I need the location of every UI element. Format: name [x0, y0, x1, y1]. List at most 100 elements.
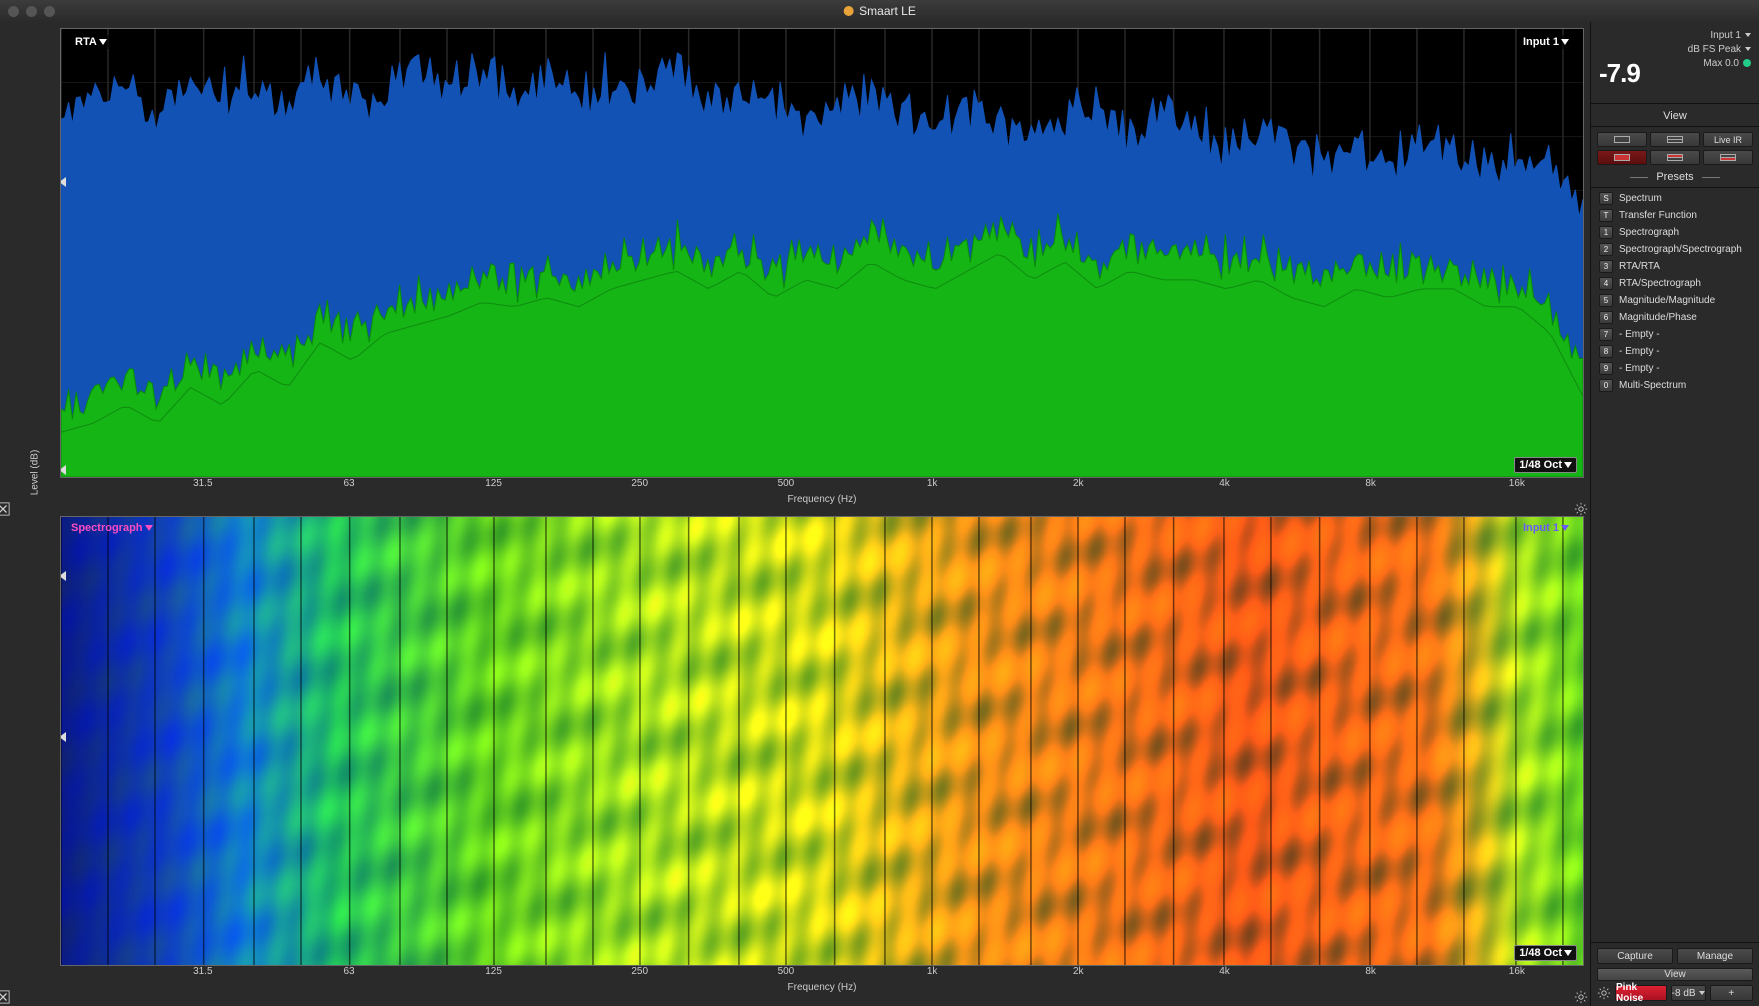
chevron-down-icon	[1745, 47, 1751, 51]
preset-item[interactable]: 0Multi-Spectrum	[1591, 377, 1759, 394]
preset-label: - Empty -	[1619, 346, 1660, 357]
rta-plot-type-dropdown[interactable]: RTA	[71, 35, 111, 49]
sidebar-footer: Capture Manage View Pink Noise -8 dB +	[1591, 942, 1759, 1006]
xtick: 31.5	[193, 478, 212, 489]
chevron-down-icon	[1561, 525, 1569, 531]
rta-resolution-dropdown[interactable]: 1/48 Oct	[1514, 457, 1577, 473]
close-window-icon[interactable]	[8, 6, 19, 17]
spec-input-dropdown[interactable]: Input 1	[1519, 521, 1573, 535]
preset-label: RTA/Spectrograph	[1619, 278, 1701, 289]
spectrograph-plot[interactable]: Spectrograph Input 1 1/48 Oct	[60, 516, 1584, 966]
signal-indicator-icon	[1743, 59, 1751, 67]
preset-label: Spectrograph/Spectrograph	[1619, 244, 1742, 255]
zoom-window-icon[interactable]	[44, 6, 55, 17]
close-plot-icon[interactable]	[0, 990, 10, 1004]
preset-label: Spectrograph	[1619, 227, 1679, 238]
spec-plot-type-dropdown[interactable]: Spectrograph	[67, 521, 157, 535]
gear-icon[interactable]	[1574, 990, 1588, 1004]
preset-item[interactable]: 6Magnitude/Phase	[1591, 309, 1759, 326]
xtick: 125	[485, 478, 502, 489]
preset-key-badge: 5	[1599, 294, 1613, 307]
xtick: 250	[631, 478, 648, 489]
minimize-window-icon[interactable]	[26, 6, 37, 17]
preset-key-badge: 9	[1599, 362, 1613, 375]
preset-item[interactable]: 5Magnitude/Magnitude	[1591, 292, 1759, 309]
layout-single-button[interactable]	[1597, 132, 1647, 147]
layout-split-button[interactable]	[1650, 132, 1700, 147]
xtick: 16k	[1509, 966, 1525, 977]
xtick: 250	[631, 966, 648, 977]
rta-plot[interactable]: -12-24-36-48-60-72-84-96 RTA Input 1 1/4…	[60, 28, 1584, 478]
chevron-down-icon	[1699, 991, 1705, 995]
preset-key-badge: 7	[1599, 328, 1613, 341]
preset-item[interactable]: S Spectrum	[1591, 190, 1759, 207]
preset-key-badge: 4	[1599, 277, 1613, 290]
xtick: 1k	[927, 966, 938, 977]
preset-item[interactable]: 2 Spectrograph/Spectrograph	[1591, 241, 1759, 258]
layout-red-bottom-button[interactable]	[1703, 150, 1753, 165]
chevron-down-icon	[145, 525, 153, 531]
preset-key-badge: 2	[1599, 243, 1613, 256]
spec-resolution-dropdown[interactable]: 1/48 Oct	[1514, 945, 1577, 961]
close-plot-icon[interactable]	[0, 502, 10, 516]
preset-item[interactable]: 1Spectrograph	[1591, 224, 1759, 241]
gear-icon[interactable]	[1574, 502, 1588, 516]
preset-item[interactable]: 9- Empty -	[1591, 360, 1759, 377]
rta-input-dropdown[interactable]: Input 1	[1519, 35, 1573, 49]
xtick: 2k	[1073, 966, 1084, 977]
meter-mode-select[interactable]: dB FS Peak	[1599, 42, 1751, 56]
rta-chart-svg	[61, 29, 1583, 477]
preset-item[interactable]: 3RTA/RTA	[1591, 258, 1759, 275]
xtick: 8k	[1365, 478, 1376, 489]
view-button[interactable]: View	[1597, 968, 1753, 981]
capture-button[interactable]: Capture	[1597, 948, 1673, 964]
title-bar: Smaart LE	[0, 0, 1759, 22]
app-icon	[843, 6, 853, 16]
rta-panel: Level (dB) -12-24-36-48-60-72-84-96 RTA …	[10, 28, 1584, 512]
manage-button[interactable]: Manage	[1677, 948, 1753, 964]
xtick: 1k	[927, 478, 938, 489]
spectrograph-panel: Spectrograph Input 1 1/48 Oct 31.5631252…	[10, 516, 1584, 1000]
add-button[interactable]: +	[1710, 985, 1753, 1001]
xtick: 8k	[1365, 966, 1376, 977]
preset-label: Spectrum	[1619, 193, 1662, 204]
xtick: 500	[778, 478, 795, 489]
spec-marker-a-icon[interactable]	[60, 571, 66, 581]
layout-red-full-button[interactable]	[1597, 150, 1647, 165]
xtick: 4k	[1219, 478, 1230, 489]
gain-select[interactable]: -8 dB	[1671, 985, 1706, 1001]
preset-item[interactable]: 7 - Empty -	[1591, 326, 1759, 343]
xtick: 125	[485, 966, 502, 977]
gear-icon[interactable]	[1597, 986, 1611, 1000]
preset-item[interactable]: 4 RTA/Spectrograph	[1591, 275, 1759, 292]
preset-key-badge: 8	[1599, 345, 1613, 358]
presets-header: Presets	[1597, 168, 1753, 183]
chevron-down-icon	[1564, 950, 1572, 956]
rta-marker-a-icon[interactable]	[60, 177, 66, 187]
preset-item[interactable]: TTransfer Function	[1591, 207, 1759, 224]
live-ir-button[interactable]: Live IR	[1703, 132, 1753, 147]
preset-label: Transfer Function	[1619, 210, 1697, 221]
xtick: 63	[343, 966, 354, 977]
rta-marker-b-icon[interactable]	[60, 465, 66, 475]
window-controls	[8, 6, 55, 17]
preset-label: - Empty -	[1619, 329, 1660, 340]
meter-value: -7.9	[1599, 58, 1640, 89]
app-title-text: Smaart LE	[859, 4, 916, 18]
chevron-down-icon	[1745, 33, 1751, 37]
meter-input-select[interactable]: Input 1	[1599, 28, 1751, 42]
pink-noise-button[interactable]: Pink Noise	[1615, 985, 1667, 1001]
xtick: 2k	[1073, 478, 1084, 489]
level-meter: Input 1 -7.9 dB FS Peak Max 0.0	[1591, 22, 1759, 104]
spec-marker-b-icon[interactable]	[60, 732, 66, 742]
preset-item[interactable]: 8 - Empty -	[1591, 343, 1759, 360]
presets-list: S Spectrum TTransfer Function1Spectrograph…	[1591, 188, 1759, 942]
layout-red-top-button[interactable]	[1650, 150, 1700, 165]
xtick: 63	[343, 478, 354, 489]
view-layout-buttons: Live IR Presets	[1591, 127, 1759, 188]
app-title: Smaart LE	[843, 4, 916, 18]
chevron-down-icon	[1561, 39, 1569, 45]
xtick: 4k	[1219, 966, 1230, 977]
preset-key-badge: S	[1599, 192, 1613, 205]
preset-key-badge: 3	[1599, 260, 1613, 273]
